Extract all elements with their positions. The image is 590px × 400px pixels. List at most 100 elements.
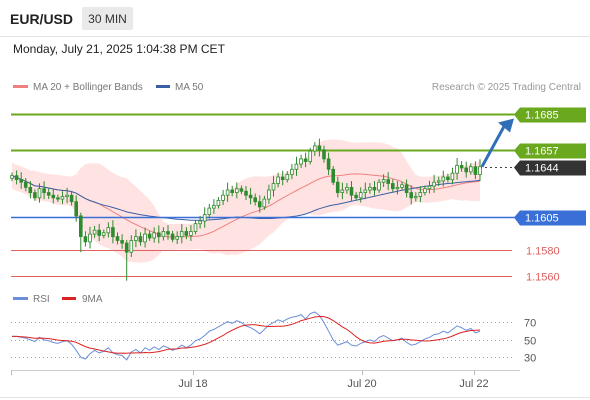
candle	[216, 197, 221, 209]
candle-body	[455, 164, 459, 174]
candle	[14, 170, 19, 185]
rsi-tick-label: 70	[524, 318, 536, 330]
rsi-layer: 70 50 30	[11, 311, 536, 365]
candle-body	[193, 223, 198, 232]
candle	[285, 171, 290, 183]
candle	[267, 184, 271, 204]
candle-body	[170, 233, 175, 240]
candle	[193, 220, 198, 235]
candle	[147, 230, 152, 241]
candle-body	[271, 183, 276, 191]
candle	[101, 229, 106, 239]
candle	[262, 195, 267, 210]
candle-body	[413, 196, 418, 199]
candle-body	[83, 236, 88, 243]
candles-layer	[10, 138, 482, 281]
candle-body	[409, 192, 413, 199]
candle	[345, 183, 349, 194]
candle	[409, 185, 413, 205]
candle-body	[253, 197, 258, 203]
candle-body	[28, 186, 33, 193]
candle-body	[423, 188, 427, 193]
candle	[239, 185, 244, 195]
candle-body	[175, 236, 180, 240]
candle	[28, 181, 33, 199]
candle-body	[276, 176, 280, 184]
candle-body	[225, 189, 230, 196]
candle-body	[65, 194, 69, 197]
forecast-arrow-shaft	[480, 125, 506, 168]
candle	[97, 223, 102, 242]
candle	[170, 230, 175, 243]
candle	[478, 159, 482, 182]
candle	[179, 224, 184, 244]
candle	[418, 186, 423, 203]
candle	[42, 181, 46, 200]
candle-body	[395, 186, 400, 190]
candle	[271, 176, 276, 197]
levels-layer	[11, 113, 586, 277]
candle	[115, 232, 120, 245]
candle-body	[156, 232, 161, 238]
candle	[253, 193, 258, 206]
candle-body	[60, 196, 65, 200]
candle	[358, 187, 363, 203]
candle	[106, 222, 111, 238]
candle-body	[212, 205, 216, 209]
candle-body	[285, 174, 290, 181]
candle-body	[147, 233, 152, 239]
candle	[83, 231, 88, 247]
bollinger-band	[12, 139, 480, 263]
candle	[248, 187, 253, 205]
candle	[312, 142, 317, 156]
candle	[354, 191, 358, 201]
candle-body	[446, 176, 450, 180]
timeframe-badge-bg[interactable]	[82, 7, 133, 30]
candle	[395, 181, 400, 195]
candle	[202, 207, 207, 228]
candle	[326, 152, 331, 175]
level-tag-label: 1.1685	[525, 110, 559, 122]
candle-body	[473, 166, 478, 175]
x-axis: Jul 18 Jul 20 Jul 22	[11, 370, 489, 390]
candle-body	[450, 172, 455, 181]
candle-body	[322, 149, 326, 160]
level-tag-label: 1.1644	[525, 163, 559, 175]
candle	[212, 199, 216, 214]
candle-body	[290, 168, 294, 175]
candle-body	[248, 194, 253, 199]
candle-body	[363, 189, 368, 193]
candle	[432, 174, 436, 193]
ma20-legend-label: MA 20 + Bollinger Bands	[33, 82, 143, 93]
candle	[331, 166, 335, 186]
candle	[381, 174, 386, 187]
candle-body	[152, 232, 157, 239]
candle	[33, 189, 37, 201]
candle-body	[244, 190, 248, 196]
candle	[225, 182, 230, 202]
candle	[111, 220, 115, 244]
candle-body	[294, 163, 299, 170]
candle-body	[143, 233, 147, 243]
candle	[79, 212, 83, 253]
candle-body	[179, 231, 184, 238]
candle	[308, 147, 312, 165]
candle-body	[51, 194, 56, 199]
candle	[468, 163, 473, 175]
candle-body	[464, 167, 468, 173]
level-label: 1.1580	[526, 246, 560, 258]
candle-body	[400, 184, 404, 188]
candle-body	[335, 181, 340, 193]
candle-body	[303, 158, 308, 162]
timeframe-badge[interactable]: 30 MIN	[88, 12, 127, 26]
candle	[92, 225, 97, 238]
candle-body	[390, 183, 395, 190]
candle-body	[161, 231, 166, 238]
candle-body	[427, 185, 432, 190]
candle	[372, 181, 377, 196]
candle-body	[198, 220, 202, 225]
candle	[124, 239, 129, 281]
candle-body	[377, 181, 381, 191]
candle	[19, 172, 23, 189]
candle-body	[381, 179, 386, 183]
